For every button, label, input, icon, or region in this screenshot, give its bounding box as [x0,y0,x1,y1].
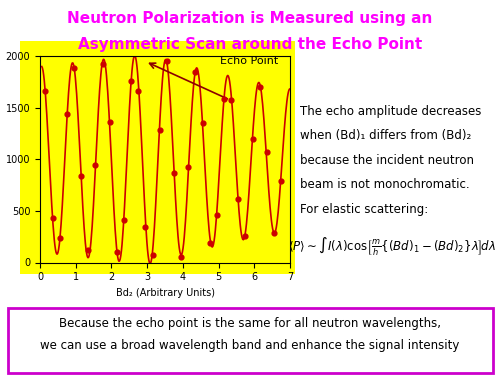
Point [70,64,78,70]
Point [156,128,164,134]
Text: The echo amplitude decreases: The echo amplitude decreases [300,105,482,118]
Point [192,69,200,75]
Point [184,164,192,170]
Point [120,216,128,222]
Text: beam is not monochromatic.: beam is not monochromatic. [300,178,470,191]
Point [48,215,56,221]
Point [170,170,178,176]
Point [242,233,250,239]
Text: Echo Point: Echo Point [220,56,278,66]
Point [270,230,278,236]
Text: Asymmetric Scan around the Echo Point: Asymmetric Scan around the Echo Point [78,38,422,52]
Point [42,88,50,94]
Point [127,78,135,84]
Point [206,240,214,246]
Text: Neutron Polarization is Measured using an: Neutron Polarization is Measured using a… [68,11,432,26]
Point [177,254,185,260]
Point [234,196,242,202]
Point [77,173,85,179]
Point [84,247,92,253]
Text: we can use a broad wavelength band and enhance the signal intensity: we can use a broad wavelength band and e… [40,339,460,352]
Point [198,120,206,126]
X-axis label: Bd₂ (Arbitrary Units): Bd₂ (Arbitrary Units) [116,288,214,298]
Text: because the incident neutron: because the incident neutron [300,154,474,167]
Text: Because the echo point is the same for all neutron wavelengths,: Because the echo point is the same for a… [59,317,441,330]
Text: $\langle P\rangle \sim \int I(\lambda)\cos\!\left[\frac{m}{h}\{(Bd)_1-(Bd)_2\}\l: $\langle P\rangle \sim \int I(\lambda)\c… [288,236,496,258]
Point [63,111,71,117]
Point [142,224,150,230]
Point [256,84,264,90]
Point [163,57,171,63]
Point [148,252,156,258]
Point [220,96,228,102]
Text: For elastic scattering:: For elastic scattering: [300,202,428,216]
Point [213,212,221,218]
Point [134,88,142,94]
Point [92,162,100,168]
Point [263,149,271,155]
Text: when (Bd)₁ differs from (Bd)₂: when (Bd)₁ differs from (Bd)₂ [300,129,471,142]
Point [56,235,64,241]
Point [248,136,256,142]
Point [98,61,106,67]
Point [277,178,285,184]
Point [113,249,121,255]
Point [106,119,114,125]
Point [227,96,235,102]
